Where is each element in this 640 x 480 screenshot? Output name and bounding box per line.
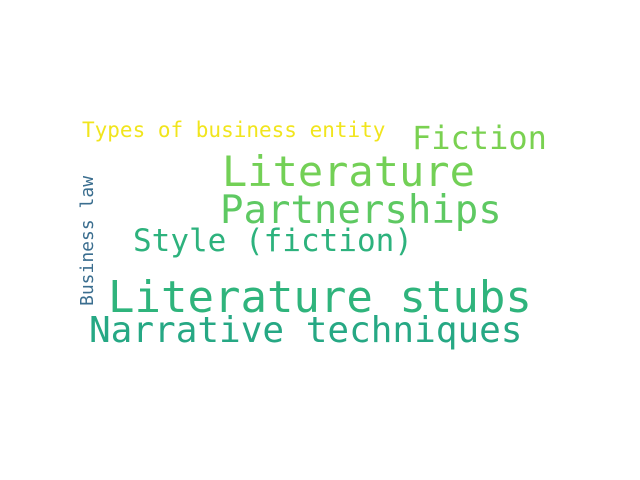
word-narrative-techniques: Narrative techniques [89, 310, 523, 351]
word-partnerships: Partnerships [220, 188, 502, 233]
word-fiction: Fiction [412, 119, 547, 157]
word-style-fiction: Style (fiction) [133, 223, 413, 259]
word-literature-stubs: Literature stubs [108, 272, 532, 323]
word-literature: Literature [222, 147, 475, 196]
word-types-of-business-entity: Types of business entity [82, 118, 386, 142]
word-business-law: Business law [77, 175, 98, 306]
